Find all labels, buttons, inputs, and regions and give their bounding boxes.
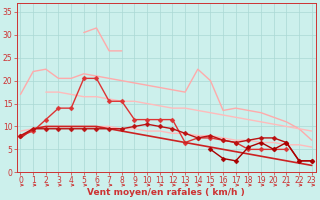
X-axis label: Vent moyen/en rafales ( km/h ): Vent moyen/en rafales ( km/h ) <box>87 188 245 197</box>
